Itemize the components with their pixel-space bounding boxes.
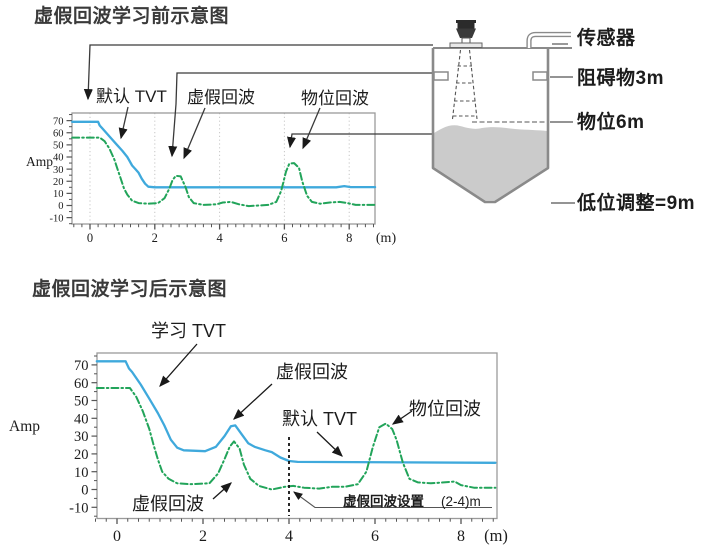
label-default-tvt-after: 默认 TVT xyxy=(282,409,357,429)
level-echo-arrow xyxy=(302,107,321,150)
obstacle-left xyxy=(433,71,449,81)
connector-lines xyxy=(83,44,433,160)
y-tick-label: 20 xyxy=(53,177,64,188)
label-learned-tvt: 学习 TVT xyxy=(151,321,226,341)
y-tick-label: 0 xyxy=(81,483,88,499)
obstacle-connector-line xyxy=(168,72,433,158)
y-tick-label: 20 xyxy=(74,447,89,463)
x-tick-label: 2 xyxy=(152,231,158,245)
label-level-echo-after: 物位回波 xyxy=(409,399,481,419)
vent-pipe-icon xyxy=(526,31,571,48)
label-level: 物位6m xyxy=(577,112,645,133)
sensor-connector-line xyxy=(83,44,433,101)
y-tick-label: 0 xyxy=(58,201,63,212)
false-echo-arrow xyxy=(183,107,206,160)
y-tick-label: 30 xyxy=(74,429,89,445)
setting-bracket-line xyxy=(293,491,492,509)
tank-label-lines xyxy=(550,43,575,204)
y-axis-label: Amp xyxy=(9,418,40,435)
label-obstacle: 阻碍物3m xyxy=(577,68,664,89)
label-false-echo-bottom: 虚假回波 xyxy=(132,494,204,514)
x-tick-label: 6 xyxy=(281,231,287,245)
liquid-fill xyxy=(434,125,547,201)
default-tvt-arrow xyxy=(118,106,129,140)
label-low-adjust: 低位调整=9m xyxy=(577,193,696,214)
label-level-echo-before: 物位回波 xyxy=(301,89,369,108)
y-tick-label: -10 xyxy=(69,500,88,516)
false-echo-top-arrow xyxy=(233,383,273,420)
title-after: 虚假回波学习后示意图 xyxy=(32,279,228,300)
x-unit-label: (m) xyxy=(376,231,397,246)
radar-sensor-icon xyxy=(449,20,483,48)
x-tick-label: 8 xyxy=(346,231,352,245)
y-tick-label: 70 xyxy=(53,116,64,127)
y-tick-label: 10 xyxy=(53,189,64,200)
label-setting-range: (2-4)m xyxy=(441,494,481,509)
tvt-curve xyxy=(95,360,497,464)
chart-after-annotation-lines xyxy=(159,343,492,516)
tank-diagram xyxy=(431,20,575,204)
x-tick-label: 6 xyxy=(371,528,379,545)
echo-curve xyxy=(71,136,377,208)
y-tick-label: 70 xyxy=(74,358,89,374)
level-echo-arrow2 xyxy=(391,410,413,425)
default-tvt-arrow2 xyxy=(316,431,343,457)
tank-outline xyxy=(431,48,550,204)
radar-beam-cone xyxy=(451,49,478,120)
label-false-echo-before: 虚假回波 xyxy=(187,88,255,107)
y-tick-label: 50 xyxy=(74,394,89,410)
learned-tvt-arrow xyxy=(159,343,198,387)
obstacle-right xyxy=(532,71,548,81)
plot-border xyxy=(71,112,376,225)
label-false-echo-setting: 虚假回波设置 xyxy=(343,494,424,509)
false-echo-bottom-arrow xyxy=(212,482,232,500)
y-tick-label: 30 xyxy=(53,165,64,176)
x-tick-label: 8 xyxy=(457,528,465,545)
echo-curve xyxy=(95,387,497,491)
label-false-echo-top: 虚假回波 xyxy=(276,362,348,382)
y-axis-label: Amp xyxy=(26,154,53,169)
x-tick-label: 4 xyxy=(216,231,223,245)
y-tick-label: 10 xyxy=(74,465,89,481)
label-sensor: 传感器 xyxy=(577,28,636,49)
label-default-tvt-before: 默认 TVT xyxy=(96,87,167,106)
y-tick-label: 60 xyxy=(74,376,89,392)
y-tick-label: -10 xyxy=(50,213,64,224)
y-tick-label: 40 xyxy=(53,153,64,164)
x-tick-label: 2 xyxy=(199,528,207,545)
title-before: 虚假回波学习前示意图 xyxy=(34,6,230,27)
x-tick-label: 0 xyxy=(87,231,93,245)
x-tick-label: 0 xyxy=(113,528,121,545)
y-tick-label: 40 xyxy=(74,411,89,427)
y-tick-label: 50 xyxy=(53,141,64,152)
tvt-curve xyxy=(71,120,377,189)
y-tick-label: 60 xyxy=(53,128,64,139)
level-connector-line xyxy=(287,133,433,149)
x-tick-label: 4 xyxy=(285,528,293,545)
x-unit-label: (m) xyxy=(484,526,508,545)
